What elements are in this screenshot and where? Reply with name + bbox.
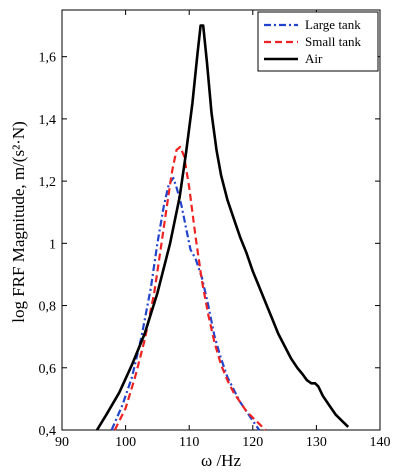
y-tick-label: 1 [49,237,56,252]
y-tick-label: 1,2 [39,175,57,190]
series-lines [95,24,350,431]
x-tick-label: 130 [306,435,327,450]
legend: Large tank Small tank Air [257,11,379,72]
x-tick-label: 120 [242,435,263,450]
x-tick-label: 140 [370,435,391,450]
legend-label: Small tank [305,34,361,49]
legend-label: Air [305,51,323,66]
x-tick-label: 90 [55,435,69,450]
y-tick-label: 1,4 [39,113,57,128]
y-axis-label: log FRF Magnitude, m/(s²·N) [9,121,28,323]
series-line-1 [110,176,261,431]
y-tick-label: 0,4 [39,424,57,439]
x-tick-label: 110 [179,435,199,450]
x-axis-ticks: 90 100 110 120 130 140 [55,10,391,450]
y-tick-label: 1,6 [39,51,57,66]
series-line-3 [95,24,350,431]
y-axis-ticks: 0,4 0,6 0,8 1 1,2 1,4 1,6 [39,51,380,439]
series-line-2 [113,145,267,431]
y-tick-label: 0,6 [39,362,57,377]
x-axis-label: ω /Hz [201,451,241,470]
x-tick-label: 100 [115,435,136,450]
legend-label: Large tank [305,17,361,32]
plot-frame [61,9,381,431]
y-tick-label: 0,8 [39,300,57,315]
